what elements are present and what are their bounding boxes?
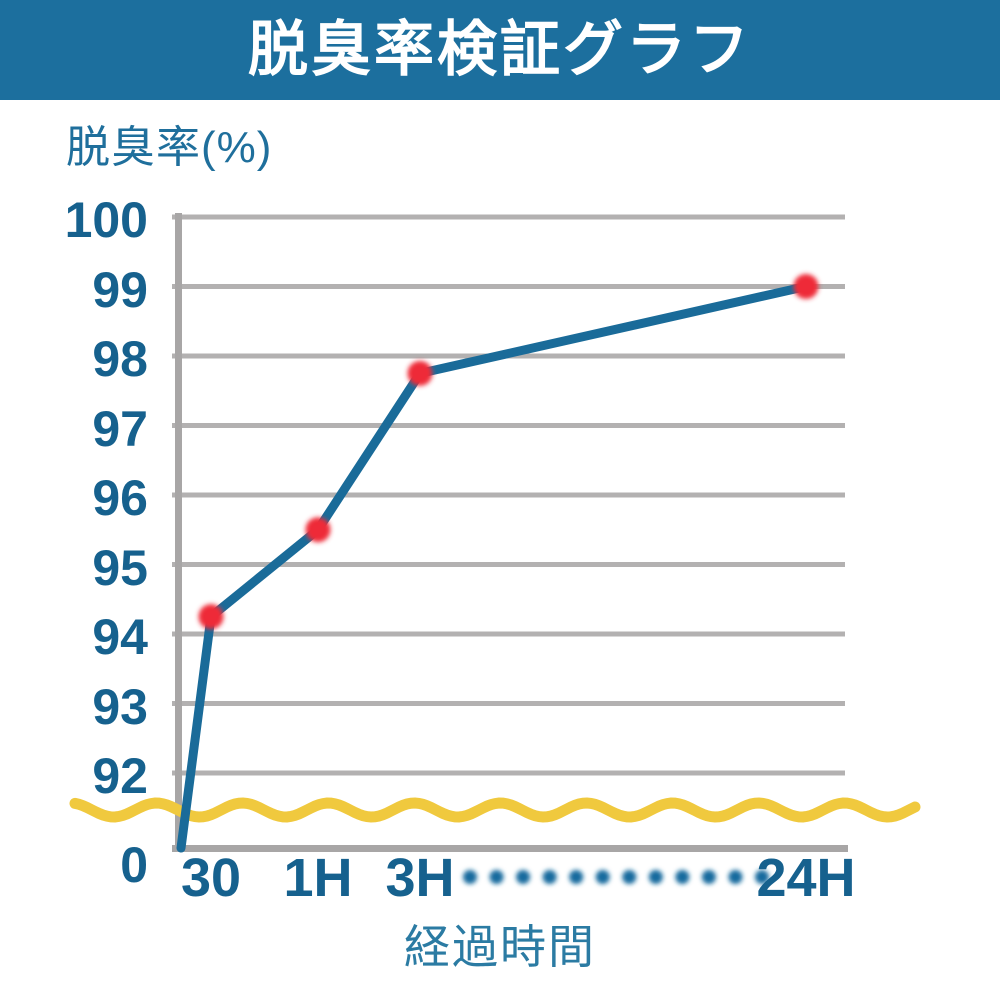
gridline-100 bbox=[172, 214, 845, 220]
x-axis-ellipsis-dot bbox=[595, 870, 610, 884]
x-axis-ellipsis-dot bbox=[648, 870, 663, 884]
y-tick-label-98: 98 bbox=[92, 331, 148, 387]
page-title: 脱臭率検証グラフ bbox=[248, 16, 752, 83]
y-tick-label-97: 97 bbox=[92, 400, 148, 457]
x-tick-label-30: 30 bbox=[180, 848, 242, 908]
x-axis-ellipsis-dot bbox=[516, 870, 531, 884]
gridline-95 bbox=[172, 562, 845, 567]
x-tick-label-24H: 24H bbox=[756, 848, 856, 908]
x-axis-ellipsis-dot bbox=[569, 870, 584, 884]
x-tick-label-3H: 3H bbox=[385, 848, 455, 908]
gridline-98 bbox=[172, 353, 845, 359]
x-axis-ellipsis-dot bbox=[675, 870, 690, 884]
axis-break-wave bbox=[69, 797, 921, 823]
data-point-24H bbox=[793, 274, 819, 299]
y-axis-line bbox=[175, 213, 182, 851]
x-axis-label: 経過時間 bbox=[404, 921, 596, 973]
x-axis-ellipsis-dot bbox=[701, 870, 716, 884]
y-tick-label-93: 93 bbox=[92, 678, 148, 735]
y-tick-label-92: 92 bbox=[92, 748, 148, 804]
x-tick-label-1H: 1H bbox=[283, 848, 353, 908]
data-point-3H bbox=[407, 360, 433, 386]
y-tick-label-100: 100 bbox=[64, 192, 148, 248]
y-tick-label-95: 95 bbox=[92, 539, 148, 596]
gridline-94 bbox=[172, 631, 845, 637]
y-tick-label-99: 99 bbox=[92, 261, 148, 318]
gridline-92 bbox=[172, 770, 845, 776]
data-point-1H bbox=[305, 517, 331, 543]
gridline-96 bbox=[172, 492, 845, 498]
x-axis-ellipsis-dot bbox=[622, 870, 637, 884]
y-axis-label: 脱臭率(%) bbox=[66, 123, 273, 172]
y-tick-label-94: 94 bbox=[92, 609, 148, 665]
data-line bbox=[176, 282, 811, 853]
data-point-30 bbox=[198, 604, 224, 630]
x-axis-ellipsis-dot bbox=[542, 870, 557, 884]
y-tick-label-96: 96 bbox=[92, 470, 148, 526]
gridline-93 bbox=[172, 701, 845, 706]
title-banner: 脱臭率検証グラフ bbox=[0, 0, 1000, 100]
gridline-97 bbox=[172, 423, 845, 428]
y-tick-label-0: 0 bbox=[120, 837, 148, 893]
gridline-99 bbox=[172, 284, 845, 289]
